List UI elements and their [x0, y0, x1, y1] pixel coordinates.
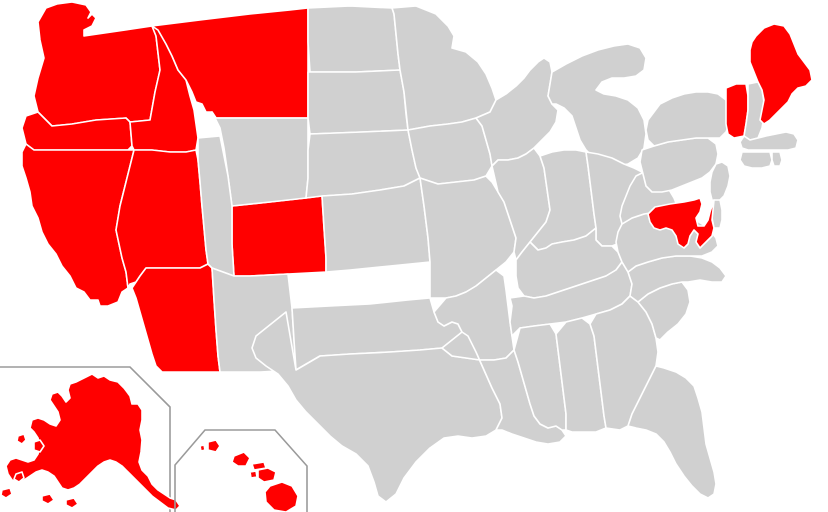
state-MD[interactable]: Maryland: [648, 198, 714, 248]
state-ME[interactable]: Maine: [750, 24, 812, 124]
state-HI-kauai[interactable]: Hawaii: [208, 440, 220, 452]
state-NY: New York: [646, 92, 730, 146]
alaska-island-1: Alaska: [34, 440, 44, 452]
hawaii-inset-frame: [174, 429, 308, 512]
state-AK[interactable]: Alaska: [6, 374, 180, 510]
state-SD: South Dakota: [308, 70, 408, 134]
state-MI: Michigan: [548, 44, 646, 166]
state-HI-bigisland[interactable]: Hawaii: [265, 482, 298, 512]
state-UT: Utah: [198, 136, 234, 276]
state-ND: North Dakota: [308, 6, 400, 72]
alaska-island-4: Alaska: [1, 488, 12, 498]
state-HI-maui[interactable]: Hawaii: [258, 468, 276, 482]
state-OR[interactable]: Oregon: [22, 112, 132, 150]
alaska-inset-frame: [0, 366, 171, 512]
state-LA: Louisiana: [442, 332, 566, 444]
state-WI: Wisconsin: [476, 58, 558, 166]
state-CT: Connecticut: [740, 152, 772, 168]
alaska-island-5: Alaska: [42, 494, 54, 504]
state-AZ[interactable]: Arizona: [132, 264, 220, 372]
state-FL: Florida: [628, 366, 716, 498]
state-CO[interactable]: Colorado: [232, 196, 326, 276]
state-RI: Rhode Island: [772, 152, 782, 166]
state-MA: Massachusetts: [740, 132, 798, 150]
state-NJ: New Jersey: [710, 162, 730, 202]
alaska-island-2: Alaska: [17, 434, 26, 444]
state-HI-lanai: Hawaii: [250, 471, 257, 478]
state-IA: Iowa: [408, 118, 492, 184]
alaska-island-3: Alaska: [14, 472, 24, 482]
state-MO: Missouri: [420, 176, 516, 298]
state-HI-niihau: Hawaii: [200, 445, 205, 451]
state-HI-oahu[interactable]: Hawaii: [232, 452, 250, 466]
alaska-island-6: Alaska: [66, 498, 78, 508]
